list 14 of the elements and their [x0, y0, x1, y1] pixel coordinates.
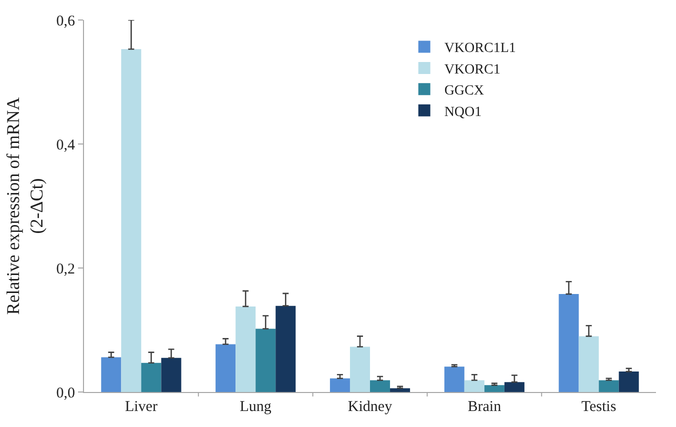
- x-tick-label: Liver: [124, 399, 158, 415]
- y-tick-label: 0,2: [56, 261, 75, 278]
- y-axis-title: Relative expression of mRNA (2-ΔCt): [3, 97, 46, 315]
- legend-label: VKORC1L1: [444, 41, 516, 56]
- y-tick-label: 0,0: [56, 385, 75, 402]
- x-tick-label: Brain: [468, 399, 502, 415]
- y-tick-label: 0,4: [56, 137, 76, 154]
- x-tick-label: Kidney: [348, 399, 393, 415]
- legend-label: GGCX: [444, 84, 484, 99]
- x-tick-label: Testis: [581, 399, 616, 415]
- y-tick-label: 0,6: [56, 13, 76, 30]
- legend-label: VKORC1: [444, 62, 500, 78]
- legend-label: NQO1: [444, 104, 482, 120]
- x-tick-label: Lung: [240, 399, 272, 415]
